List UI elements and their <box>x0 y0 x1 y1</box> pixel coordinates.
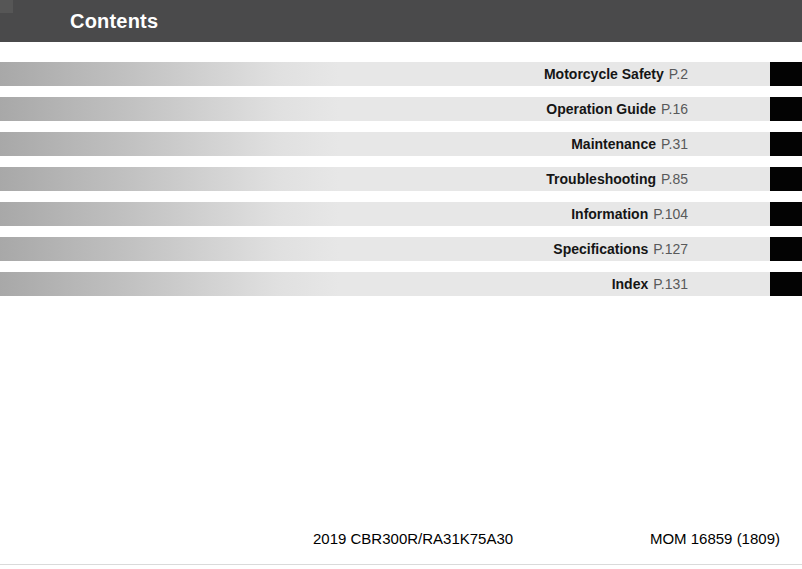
footer-code-text: MOM 16859 (1809) <box>650 530 780 547</box>
chapter-edge-tab[interactable] <box>770 62 802 86</box>
chapter-edge-tab[interactable] <box>770 237 802 261</box>
toc-row-bar[interactable]: Troubleshooting P.85 <box>0 167 770 191</box>
chapter-page-ref: P.104 <box>653 206 688 222</box>
toc-row[interactable]: Operation Guide P.16 <box>0 97 802 121</box>
footer-model-text: 2019 CBR300R/RA31K75A30 <box>313 530 513 547</box>
toc-row[interactable]: Maintenance P.31 <box>0 132 802 156</box>
page-header: Contents <box>0 0 802 42</box>
chapter-edge-tab[interactable] <box>770 202 802 226</box>
chapter-edge-tab[interactable] <box>770 97 802 121</box>
chapter-edge-tab[interactable] <box>770 132 802 156</box>
header-corner-square <box>0 0 13 13</box>
chapter-label: Troubleshooting <box>546 171 656 187</box>
table-of-contents: Motorcycle Safety P.2 Operation Guide P.… <box>0 62 802 307</box>
chapter-page-ref: P.31 <box>661 136 688 152</box>
chapter-label: Motorcycle Safety <box>544 66 664 82</box>
chapter-label: Information <box>571 206 648 222</box>
page-title: Contents <box>70 10 158 33</box>
chapter-page-ref: P.131 <box>653 276 688 292</box>
chapter-label: Specifications <box>553 241 648 257</box>
bottom-divider <box>0 564 802 565</box>
toc-row-bar[interactable]: Motorcycle Safety P.2 <box>0 62 770 86</box>
toc-row-bar[interactable]: Information P.104 <box>0 202 770 226</box>
chapter-page-ref: P.127 <box>653 241 688 257</box>
toc-row-bar[interactable]: Index P.131 <box>0 272 770 296</box>
chapter-page-ref: P.2 <box>669 66 688 82</box>
toc-row-bar[interactable]: Maintenance P.31 <box>0 132 770 156</box>
toc-row[interactable]: Motorcycle Safety P.2 <box>0 62 802 86</box>
chapter-page-ref: P.16 <box>661 101 688 117</box>
toc-row[interactable]: Specifications P.127 <box>0 237 802 261</box>
chapter-label: Index <box>612 276 649 292</box>
chapter-label: Maintenance <box>571 136 656 152</box>
toc-row[interactable]: Information P.104 <box>0 202 802 226</box>
chapter-label: Operation Guide <box>546 101 656 117</box>
contents-page: Contents Motorcycle Safety P.2 Operation… <box>0 0 802 569</box>
chapter-edge-tab[interactable] <box>770 272 802 296</box>
chapter-edge-tab[interactable] <box>770 167 802 191</box>
toc-row-bar[interactable]: Specifications P.127 <box>0 237 770 261</box>
toc-row[interactable]: Index P.131 <box>0 272 802 296</box>
toc-row[interactable]: Troubleshooting P.85 <box>0 167 802 191</box>
toc-row-bar[interactable]: Operation Guide P.16 <box>0 97 770 121</box>
chapter-page-ref: P.85 <box>661 171 688 187</box>
